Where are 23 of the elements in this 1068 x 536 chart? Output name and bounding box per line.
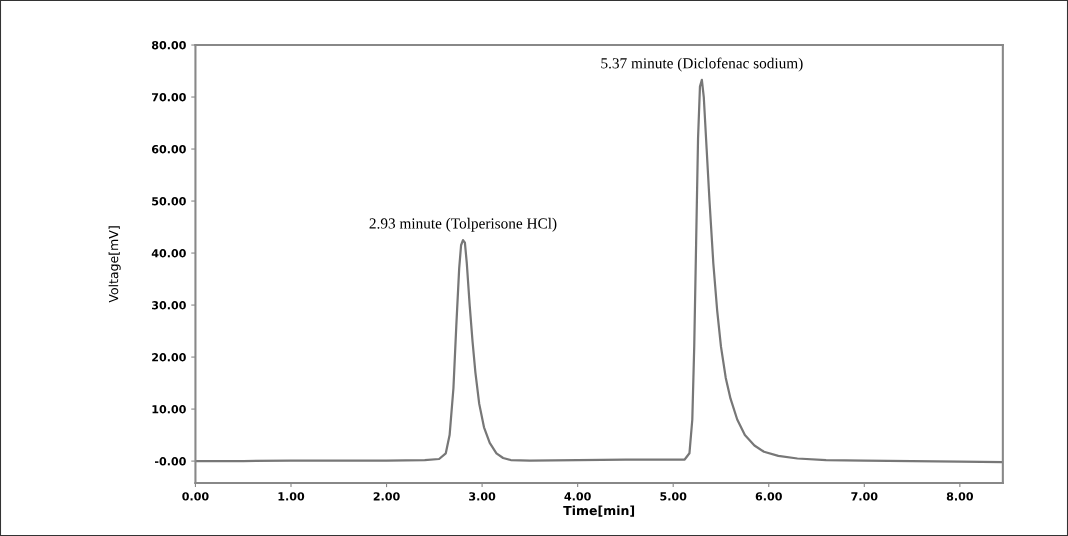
y-tick-label: 50.00 <box>152 197 186 206</box>
y-tick-label: 60.00 <box>151 145 186 154</box>
y-tick-label: 70.00 <box>152 93 186 102</box>
x-tick-label: 5.00 <box>660 492 687 501</box>
x-axis-title: Time[min] <box>563 505 635 517</box>
y-tick-label: 80.00 <box>151 41 186 50</box>
line-series <box>195 78 1003 464</box>
y-tick-label: -0.00 <box>154 457 186 466</box>
x-tick-label: 1.00 <box>278 492 305 501</box>
y-tick-label: 10.00 <box>152 405 186 414</box>
x-tick-label: 3.00 <box>469 492 496 501</box>
annotation: 2.93 minute (Tolperisone HCl) <box>369 217 557 232</box>
x-tick-label: 2.00 <box>373 492 400 501</box>
y-tick-label: 40.00 <box>151 249 186 258</box>
x-tick-label: 0.00 <box>182 492 209 501</box>
x-tick-label: 4.00 <box>564 492 591 501</box>
annotation: 5.37 minute (Diclofenac sodium) <box>601 57 803 72</box>
x-tick-label: 8.00 <box>946 492 974 501</box>
y-axis-title: Voltage[mV] <box>108 226 121 303</box>
y-tick-label: 30.00 <box>152 301 186 310</box>
y-tick-label: 20.00 <box>152 353 186 362</box>
x-tick-label: 7.00 <box>851 492 878 501</box>
x-tick-label: 6.00 <box>755 492 782 501</box>
